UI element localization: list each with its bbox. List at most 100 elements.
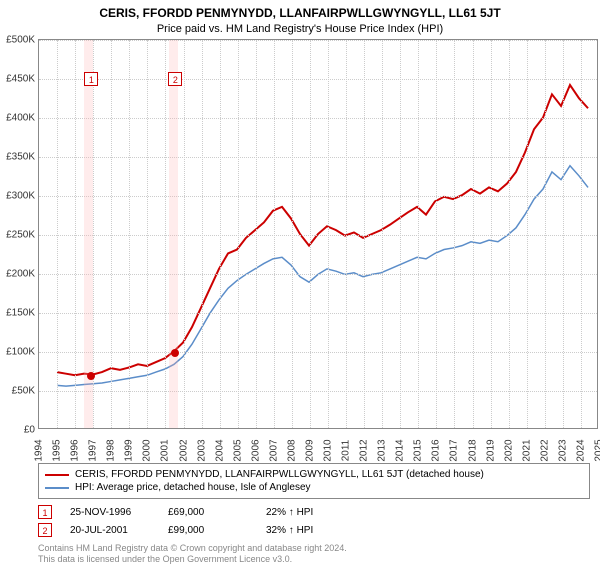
gridline-vertical xyxy=(436,40,437,428)
x-axis-label: 2004 xyxy=(214,436,225,466)
legend-label: CERIS, FFORDD PENMYNYDD, LLANFAIRPWLLGWY… xyxy=(75,469,484,480)
x-axis-label: 2018 xyxy=(467,436,478,466)
gridline-vertical xyxy=(111,40,112,428)
gridline-horizontal xyxy=(39,352,597,353)
x-axis-label: 2006 xyxy=(250,436,261,466)
y-axis-label: £100K xyxy=(1,347,35,358)
chart-svg xyxy=(39,40,597,428)
gridline-horizontal xyxy=(39,196,597,197)
gridline-vertical xyxy=(129,40,130,428)
annotation-table: 125-NOV-1996£69,00022% ↑ HPI220-JUL-2001… xyxy=(38,503,590,539)
gridline-horizontal xyxy=(39,313,597,314)
y-axis-label: £250K xyxy=(1,230,35,241)
x-axis-label: 1999 xyxy=(124,436,135,466)
annotation-date: 20-JUL-2001 xyxy=(70,525,150,536)
legend-row: CERIS, FFORDD PENMYNYDD, LLANFAIRPWLLGWY… xyxy=(45,468,583,481)
gridline-vertical xyxy=(256,40,257,428)
legend-label: HPI: Average price, detached house, Isle… xyxy=(75,482,311,493)
chart-container: CERIS, FFORDD PENMYNYDD, LLANFAIRPWLLGWY… xyxy=(0,0,600,560)
y-axis-label: £500K xyxy=(1,35,35,46)
y-axis-label: £300K xyxy=(1,191,35,202)
marker-band xyxy=(84,40,93,428)
x-axis-label: 2021 xyxy=(521,436,532,466)
x-axis-label: 2008 xyxy=(286,436,297,466)
x-axis-label: 2023 xyxy=(557,436,568,466)
gridline-vertical xyxy=(346,40,347,428)
footer-text: Contains HM Land Registry data © Crown c… xyxy=(38,543,590,566)
marker-dot xyxy=(171,349,179,357)
gridline-vertical xyxy=(491,40,492,428)
gridline-vertical xyxy=(75,40,76,428)
x-axis-label: 2012 xyxy=(359,436,370,466)
legend-swatch xyxy=(45,487,69,489)
gridline-vertical xyxy=(473,40,474,428)
footer-line-1: Contains HM Land Registry data © Crown c… xyxy=(38,543,590,554)
annotation-row: 1 25-NOV-1996 £69,000 22% ↑ HPI xyxy=(38,503,590,521)
y-axis-label: £0 xyxy=(1,425,35,436)
gridline-horizontal xyxy=(39,118,597,119)
y-axis-label: £200K xyxy=(1,269,35,280)
annotation-price: £69,000 xyxy=(168,507,248,518)
x-axis-label: 2007 xyxy=(268,436,279,466)
annotation-delta: 22% ↑ HPI xyxy=(266,507,346,518)
x-axis-label: 1998 xyxy=(106,436,117,466)
x-axis-label: 2022 xyxy=(539,436,550,466)
y-axis-label: £350K xyxy=(1,152,35,163)
gridline-vertical xyxy=(184,40,185,428)
gridline-vertical xyxy=(57,40,58,428)
gridline-horizontal xyxy=(39,79,597,80)
x-axis-label: 2013 xyxy=(377,436,388,466)
legend-row: HPI: Average price, detached house, Isle… xyxy=(45,481,583,494)
annotation-number: 1 xyxy=(38,505,52,519)
x-axis-label: 2015 xyxy=(413,436,424,466)
x-axis-label: 2019 xyxy=(485,436,496,466)
gridline-vertical xyxy=(328,40,329,428)
x-axis-label: 2017 xyxy=(449,436,460,466)
gridline-vertical xyxy=(581,40,582,428)
x-axis-label: 2024 xyxy=(575,436,586,466)
x-axis-label: 2003 xyxy=(196,436,207,466)
x-axis-label: 1995 xyxy=(52,436,63,466)
gridline-vertical xyxy=(454,40,455,428)
gridline-vertical xyxy=(310,40,311,428)
x-axis-label: 2020 xyxy=(503,436,514,466)
gridline-vertical xyxy=(165,40,166,428)
gridline-vertical xyxy=(382,40,383,428)
gridline-horizontal xyxy=(39,274,597,275)
gridline-vertical xyxy=(238,40,239,428)
gridline-vertical xyxy=(527,40,528,428)
chart-plot-area: £0£50K£100K£150K£200K£250K£300K£350K£400… xyxy=(38,39,598,429)
marker-number-box: 1 xyxy=(84,72,98,86)
gridline-vertical xyxy=(418,40,419,428)
marker-number-box: 2 xyxy=(168,72,182,86)
gridline-vertical xyxy=(292,40,293,428)
gridline-horizontal xyxy=(39,235,597,236)
annotation-price: £99,000 xyxy=(168,525,248,536)
annotation-date: 25-NOV-1996 xyxy=(70,507,150,518)
gridline-vertical xyxy=(545,40,546,428)
gridline-vertical xyxy=(202,40,203,428)
legend-box: CERIS, FFORDD PENMYNYDD, LLANFAIRPWLLGWY… xyxy=(38,463,590,499)
x-axis-label: 1994 xyxy=(34,436,45,466)
gridline-vertical xyxy=(400,40,401,428)
x-axis-label: 2005 xyxy=(232,436,243,466)
chart-subtitle: Price paid vs. HM Land Registry's House … xyxy=(0,20,600,39)
legend-swatch xyxy=(45,474,69,476)
x-axis-label: 2011 xyxy=(341,436,352,466)
gridline-vertical xyxy=(147,40,148,428)
x-axis-label: 2001 xyxy=(160,436,171,466)
gridline-vertical xyxy=(220,40,221,428)
x-axis-label: 2016 xyxy=(431,436,442,466)
annotation-delta: 32% ↑ HPI xyxy=(266,525,346,536)
x-axis-label: 2000 xyxy=(142,436,153,466)
y-axis-label: £450K xyxy=(1,74,35,85)
gridline-vertical xyxy=(274,40,275,428)
gridline-vertical xyxy=(563,40,564,428)
x-axis-label: 2014 xyxy=(395,436,406,466)
marker-band xyxy=(169,40,178,428)
chart-title: CERIS, FFORDD PENMYNYDD, LLANFAIRPWLLGWY… xyxy=(0,0,600,20)
gridline-vertical xyxy=(509,40,510,428)
y-axis-label: £150K xyxy=(1,308,35,319)
y-axis-label: £50K xyxy=(1,386,35,397)
gridline-horizontal xyxy=(39,157,597,158)
